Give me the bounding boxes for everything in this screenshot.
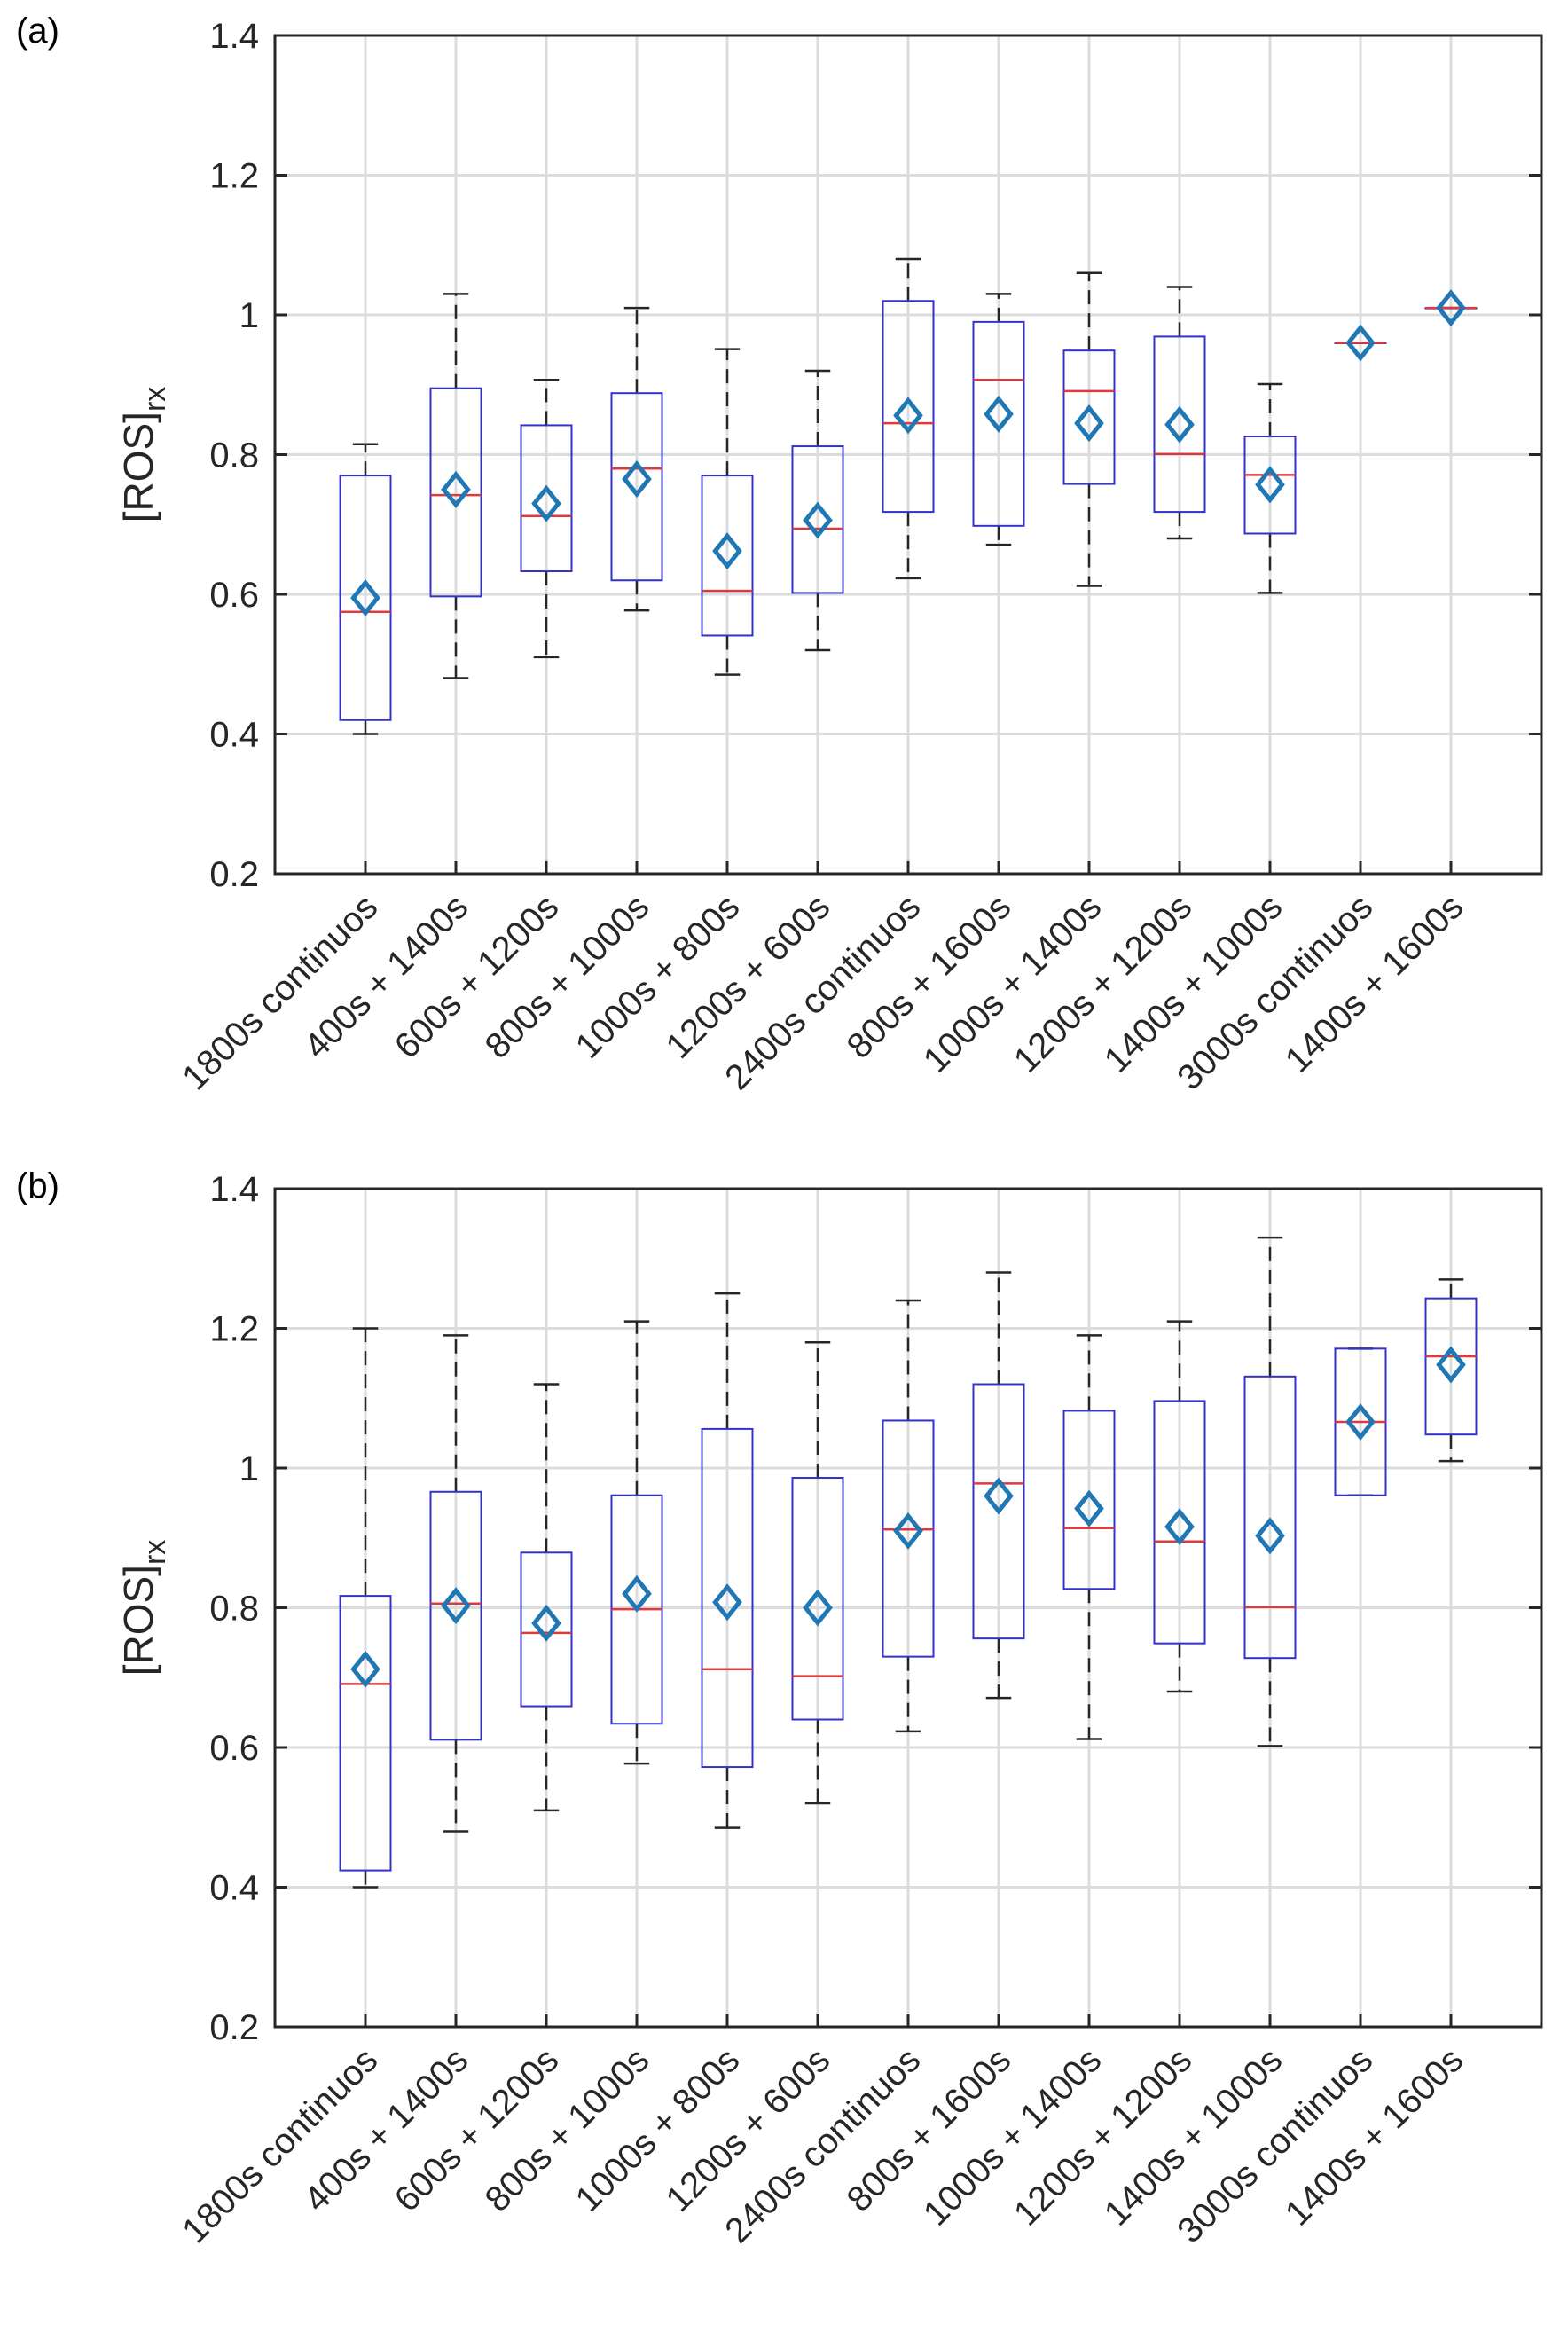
- mean-marker: [712, 1583, 742, 1622]
- mean-marker: [984, 1477, 1014, 1515]
- mean-marker: [441, 470, 471, 508]
- box-iqr: [1062, 349, 1116, 485]
- box-iqr: [520, 1551, 573, 1708]
- box-4: [610, 1320, 663, 1765]
- box-11: [1243, 1236, 1297, 1747]
- y-tick-label: 0.6: [209, 1729, 259, 1768]
- box-12: [1334, 1347, 1387, 1496]
- mean-marker: [622, 1574, 652, 1613]
- box-iqr: [339, 475, 392, 721]
- y-axis-label-main: [ROS]: [115, 412, 161, 522]
- box-5: [701, 348, 754, 676]
- box-6: [791, 369, 844, 652]
- box-7: [882, 257, 935, 580]
- box-8: [972, 293, 1025, 546]
- mean-marker: [1164, 1508, 1195, 1546]
- box-3: [520, 1383, 573, 1812]
- box-11: [1243, 382, 1297, 594]
- box-3: [520, 378, 573, 659]
- box-iqr: [1153, 335, 1206, 514]
- box-iqr: [429, 387, 482, 598]
- y-tick-label: 0.2: [209, 2008, 259, 2047]
- box-5: [701, 1292, 754, 1829]
- mean-marker: [1255, 1517, 1285, 1555]
- y-tick-label: 0.4: [209, 716, 259, 755]
- box-6: [791, 1341, 844, 1805]
- y-axis-label-sub: rx: [138, 1540, 172, 1565]
- box-9: [1062, 271, 1116, 587]
- y-axis-label-sub: rx: [138, 387, 172, 412]
- box-2: [429, 1334, 482, 1833]
- box-iqr: [791, 1477, 844, 1721]
- box-iqr: [1243, 436, 1297, 535]
- box-1: [339, 1327, 392, 1889]
- y-tick-label: 1.4: [209, 1170, 259, 1209]
- box-iqr: [701, 1427, 754, 1769]
- box-4: [610, 306, 663, 612]
- mean-marker: [1164, 405, 1195, 444]
- box-2: [429, 293, 482, 679]
- y-tick-label: 0.8: [209, 1590, 259, 1629]
- panel-a: 0.20.40.60.811.21.4[ROS]rx(a)1800s conti…: [16, 12, 1543, 1097]
- mean-marker: [1345, 324, 1376, 362]
- y-axis-label: [ROS]rx: [115, 387, 172, 523]
- mean-marker: [893, 397, 923, 435]
- mean-marker: [712, 532, 742, 570]
- box-iqr: [791, 445, 844, 594]
- box-iqr: [429, 1490, 482, 1741]
- box-iqr: [972, 1383, 1025, 1640]
- panel-label: (b): [16, 1166, 59, 1205]
- y-tick-label: 0.6: [209, 576, 259, 615]
- y-tick-label: 1.4: [209, 17, 259, 56]
- mean-marker: [350, 578, 380, 616]
- panel-b: 0.20.40.60.811.21.4[ROS]rx(b)1800s conti…: [16, 1166, 1543, 2250]
- mean-marker: [531, 484, 561, 522]
- mean-marker: [441, 1587, 471, 1625]
- box-iqr: [520, 424, 573, 573]
- y-tick-label: 0.4: [209, 1869, 259, 1908]
- y-axis-label: [ROS]rx: [115, 1540, 172, 1677]
- box-10: [1153, 1320, 1206, 1693]
- y-tick-label: 0.2: [209, 855, 259, 894]
- y-tick-label: 1.2: [209, 157, 259, 196]
- mean-marker: [1255, 466, 1285, 504]
- box-8: [972, 1271, 1025, 1700]
- box-9: [1062, 1334, 1116, 1740]
- y-axis-label-main: [ROS]: [115, 1565, 161, 1676]
- y-tick-label: 1: [239, 296, 259, 335]
- box-iqr: [339, 1595, 392, 1872]
- box-13: [1424, 289, 1478, 327]
- box-iqr: [1153, 1400, 1206, 1645]
- mean-marker: [893, 1512, 923, 1550]
- mean-marker: [803, 501, 833, 539]
- box-iqr: [972, 320, 1025, 527]
- mean-marker: [803, 1589, 833, 1627]
- box-13: [1424, 1278, 1478, 1463]
- y-tick-label: 0.8: [209, 436, 259, 475]
- mean-marker: [1436, 289, 1466, 327]
- box-1: [339, 443, 392, 735]
- y-tick-label: 1.2: [209, 1310, 259, 1349]
- mean-marker: [622, 460, 652, 499]
- mean-marker: [350, 1650, 380, 1688]
- box-10: [1153, 286, 1206, 540]
- box-12: [1334, 324, 1387, 362]
- box-iqr: [1062, 1410, 1116, 1590]
- mean-marker: [1074, 404, 1104, 443]
- y-tick-label: 1: [239, 1449, 259, 1488]
- box-iqr: [610, 392, 663, 582]
- mean-marker: [1074, 1489, 1104, 1527]
- box-7: [882, 1299, 935, 1733]
- box-iqr: [882, 300, 935, 514]
- box-iqr: [882, 1419, 935, 1658]
- box-iqr: [1424, 1297, 1478, 1436]
- mean-marker: [984, 395, 1014, 433]
- panel-label: (a): [16, 12, 59, 51]
- box-iqr: [701, 475, 754, 637]
- box-iqr: [1243, 1375, 1297, 1660]
- mean-marker: [531, 1604, 561, 1642]
- mean-marker: [1436, 1346, 1466, 1384]
- mean-marker: [1345, 1403, 1376, 1441]
